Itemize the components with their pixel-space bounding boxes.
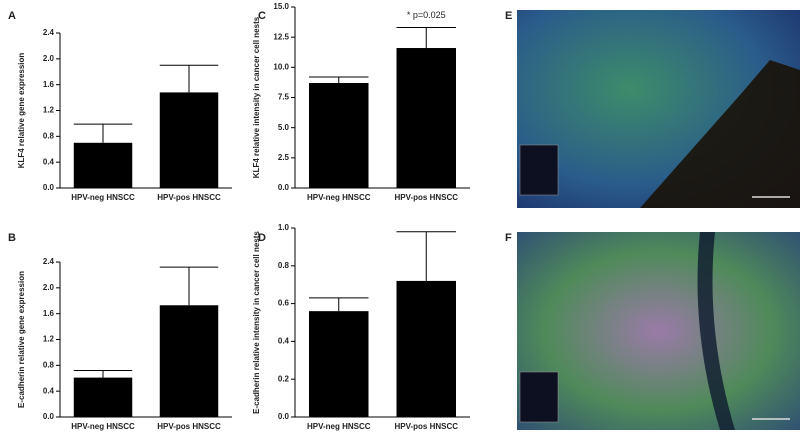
y-tick-label: 2.0 — [43, 54, 55, 63]
bar — [309, 83, 369, 188]
y-tick-label: 2.4 — [43, 257, 55, 266]
bar — [396, 48, 456, 188]
micrograph-f — [517, 232, 800, 430]
y-tick-label: 0.0 — [43, 183, 55, 192]
y-tick-label: 2.4 — [43, 28, 55, 37]
y-tick-label: 0.4 — [278, 337, 290, 346]
y-tick-label: 0.6 — [278, 299, 290, 308]
x-tick-label: HPV-neg HNSCC — [307, 422, 371, 431]
y-tick-label: 0.2 — [278, 374, 290, 383]
y-tick-label: 0.8 — [43, 360, 55, 369]
y-axis-label: KLF4 relative intensity in cancer cell n… — [252, 16, 261, 178]
y-axis-label: KLF4 relative gene expression — [17, 53, 26, 169]
x-tick-label: HPV-pos HNSCC — [157, 193, 221, 202]
bar — [73, 377, 133, 417]
x-tick-label: HPV-pos HNSCC — [157, 422, 221, 431]
y-tick-label: 0.0 — [278, 412, 290, 421]
y-tick-label: 0.4 — [43, 386, 55, 395]
y-tick-label: 0.0 — [43, 412, 55, 421]
annotation: * p=0.025 — [407, 10, 446, 20]
panel-label: B — [8, 232, 16, 244]
y-tick-label: 1.2 — [43, 335, 55, 344]
y-tick-label: 1.2 — [43, 106, 55, 115]
y-tick-label: 7.5 — [278, 93, 290, 102]
bar — [73, 142, 133, 188]
y-tick-label: 5.0 — [278, 123, 290, 132]
x-tick-label: HPV-neg HNSCC — [307, 193, 371, 202]
bar — [309, 311, 369, 417]
x-tick-label: HPV-pos HNSCC — [394, 193, 458, 202]
panel-label: A — [8, 10, 16, 22]
y-axis-label: E-cadherin relative intensity in cancer … — [252, 231, 261, 414]
bar — [159, 92, 219, 188]
panel-label: F — [505, 232, 512, 244]
y-axis-label: E-cadherin relative gene expression — [17, 271, 26, 408]
y-tick-label: 2.5 — [278, 153, 290, 162]
y-tick-label: 1.0 — [278, 223, 290, 232]
panel-label: C — [258, 10, 266, 22]
y-tick-label: 1.6 — [43, 309, 55, 318]
y-tick-label: 15.0 — [273, 2, 289, 11]
y-tick-label: 12.5 — [273, 32, 289, 41]
bar — [159, 305, 219, 417]
x-tick-label: HPV-neg HNSCC — [71, 193, 135, 202]
bar — [396, 280, 456, 417]
y-tick-label: 0.8 — [43, 131, 55, 140]
y-tick-label: 1.6 — [43, 80, 55, 89]
y-tick-label: 0.4 — [43, 157, 55, 166]
x-tick-label: HPV-pos HNSCC — [394, 422, 458, 431]
panel-label: E — [505, 10, 512, 22]
micrograph-e — [517, 10, 800, 208]
x-tick-label: HPV-neg HNSCC — [71, 422, 135, 431]
panel-label: D — [258, 232, 266, 244]
y-tick-label: 2.0 — [43, 283, 55, 292]
y-tick-label: 10.0 — [273, 62, 289, 71]
y-tick-label: 0.8 — [278, 261, 290, 270]
y-tick-label: 0.0 — [278, 183, 290, 192]
